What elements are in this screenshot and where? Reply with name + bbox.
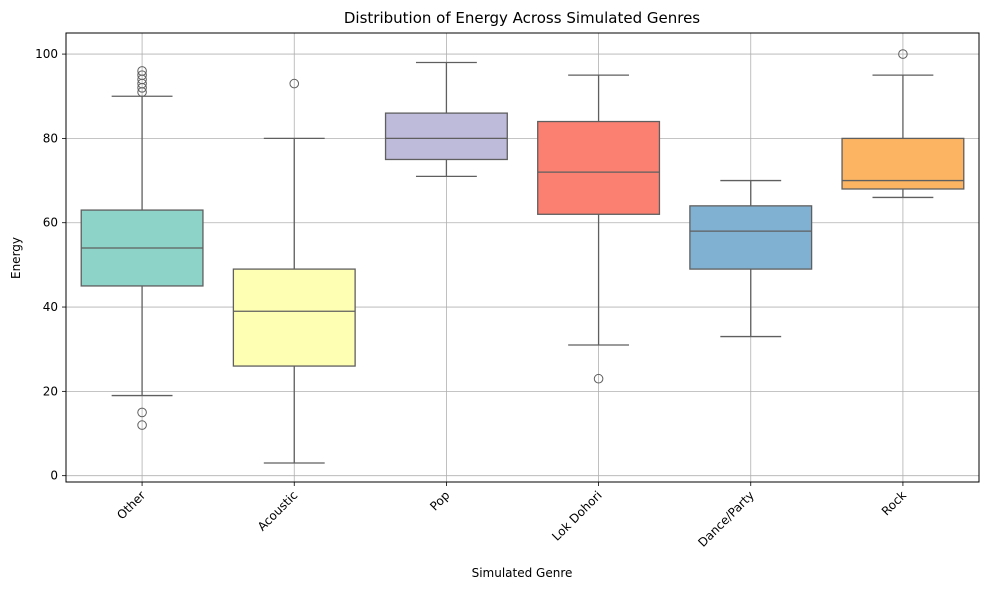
box-iqr	[841, 137, 965, 190]
y-tick-label: 100	[35, 47, 58, 61]
outlier-point	[289, 78, 300, 89]
box-iqr	[689, 205, 813, 270]
y-tick-label: 20	[43, 384, 58, 398]
y-tick-label: 0	[50, 469, 58, 483]
box-iqr	[384, 112, 508, 161]
chart-title: Distribution of Energy Across Simulated …	[344, 9, 700, 27]
outlier-point	[898, 49, 908, 59]
y-tick-label: 80	[43, 131, 58, 145]
outlier-point	[137, 420, 147, 430]
outlier-point	[137, 70, 147, 80]
box-iqr	[232, 268, 356, 367]
outlier-point	[137, 66, 147, 76]
box-layer	[80, 49, 965, 464]
y-axis-ticks: 0 20 40 60 80 100	[35, 47, 66, 483]
outlier-point	[593, 373, 604, 384]
outlier-point	[137, 407, 147, 418]
y-tick-label: 40	[43, 300, 58, 314]
plot-frame	[65, 32, 980, 483]
y-tick-label: 60	[43, 216, 58, 230]
box-iqr	[537, 120, 661, 215]
y-axis-label: Energy	[9, 237, 23, 279]
x-axis-label: Simulated Genre	[472, 566, 573, 580]
